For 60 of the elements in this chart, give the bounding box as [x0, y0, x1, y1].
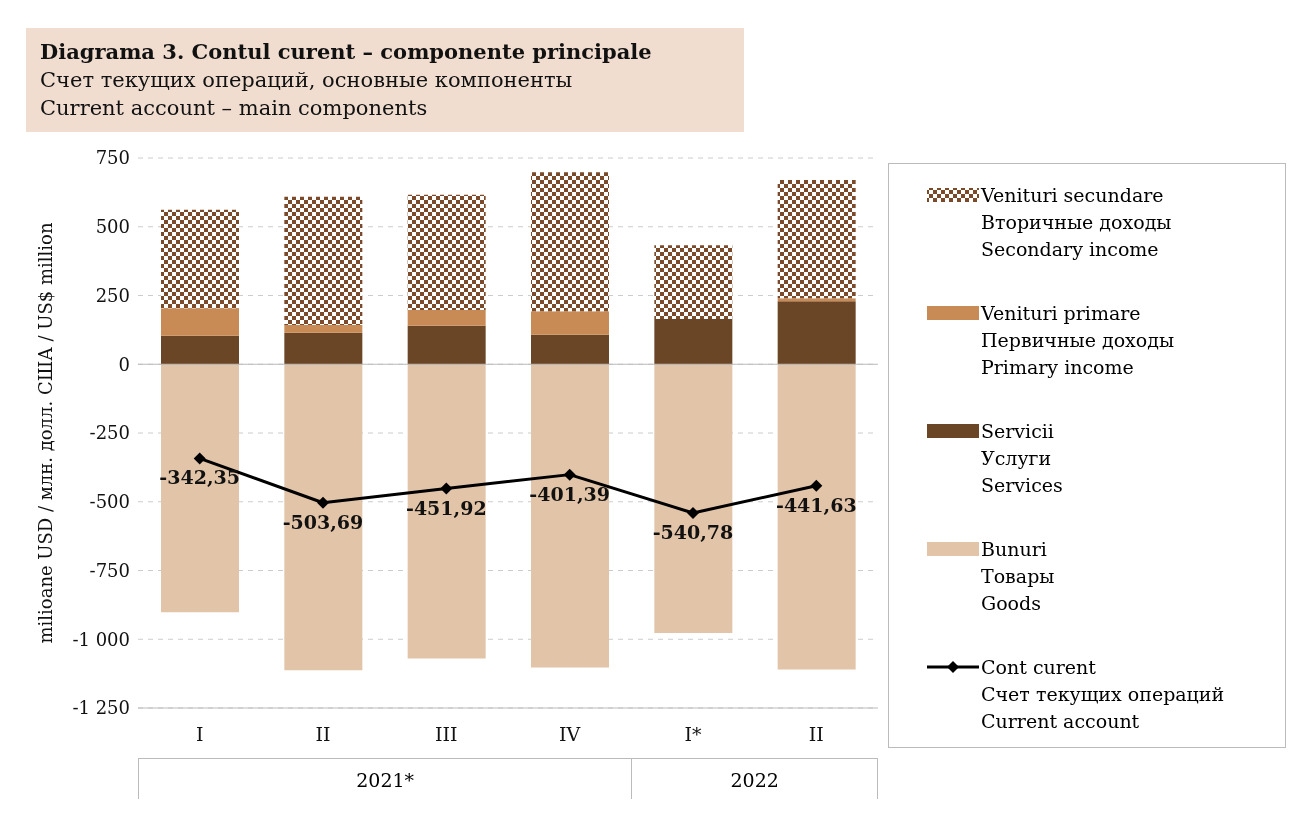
legend-label: Servicii Услуги Services	[981, 419, 1063, 498]
bar	[777, 301, 856, 365]
y-tick-label: -1 000	[72, 628, 130, 650]
bar	[161, 209, 239, 309]
bar	[531, 334, 609, 365]
data-label: -540,78	[652, 520, 734, 543]
y-tick-label: -1 250	[72, 697, 130, 719]
chart-title: Diagrama 3. Contul curent – componente principale	[40, 38, 653, 66]
bar	[777, 298, 856, 302]
bar	[777, 364, 856, 670]
legend-label: Bunuri Товары Goods	[981, 537, 1055, 616]
x-tick-label: I*	[684, 723, 702, 746]
x-tick-label: IV	[559, 723, 581, 746]
data-label: -401,39	[529, 482, 610, 505]
bar	[284, 364, 363, 671]
bar	[531, 172, 609, 312]
y-tick-label: 0	[118, 353, 130, 375]
data-label: -451,92	[406, 496, 487, 519]
bar	[654, 318, 733, 365]
y-tick-label: 500	[95, 216, 130, 238]
point	[193, 452, 206, 465]
bar	[407, 310, 486, 326]
bar	[161, 364, 239, 613]
bar	[654, 245, 733, 319]
data-label: -441,63	[776, 493, 857, 516]
data-label: -503,69	[282, 510, 364, 533]
legend-label: Cont curent Счет текущих операций Current account	[981, 655, 1225, 734]
point	[810, 479, 823, 492]
bar	[531, 364, 609, 668]
x-tick-label: I	[195, 723, 204, 746]
bar	[284, 196, 363, 325]
bar	[161, 335, 239, 365]
bar	[407, 325, 486, 365]
x-tick-label: III	[435, 723, 458, 746]
point	[440, 482, 453, 495]
bar	[531, 311, 609, 335]
y-tick-label: -500	[89, 491, 130, 513]
text: 2022	[631, 759, 878, 799]
bar	[284, 332, 363, 365]
bar	[284, 324, 363, 333]
text: 2021*	[138, 759, 632, 799]
x-tick-label: II	[315, 723, 331, 746]
legend-label: Venituri secundare Вторичные доходы Secondary income	[981, 183, 1172, 262]
point	[563, 468, 576, 481]
data-label: -342,35	[159, 466, 240, 489]
point	[317, 496, 329, 509]
y-tick-label: 750	[95, 147, 130, 169]
x-tick-label: II	[808, 723, 824, 746]
bar	[407, 364, 486, 659]
bar	[407, 194, 486, 311]
legend-label: Venituri primare Первичные доходы Primary income	[981, 301, 1175, 380]
bar	[654, 364, 733, 633]
y-axis-title: milioane USD / млн. долл. США / US$ million	[35, 222, 57, 644]
y-tick-label: -250	[89, 422, 130, 444]
bar	[777, 180, 856, 299]
point	[687, 506, 699, 519]
y-tick-label: -750	[89, 559, 130, 581]
chart-subtitle: Счет текущих операций, основные компоненты Current account – main components	[40, 67, 574, 122]
bar	[161, 308, 239, 336]
y-tick-label: 250	[95, 284, 130, 306]
